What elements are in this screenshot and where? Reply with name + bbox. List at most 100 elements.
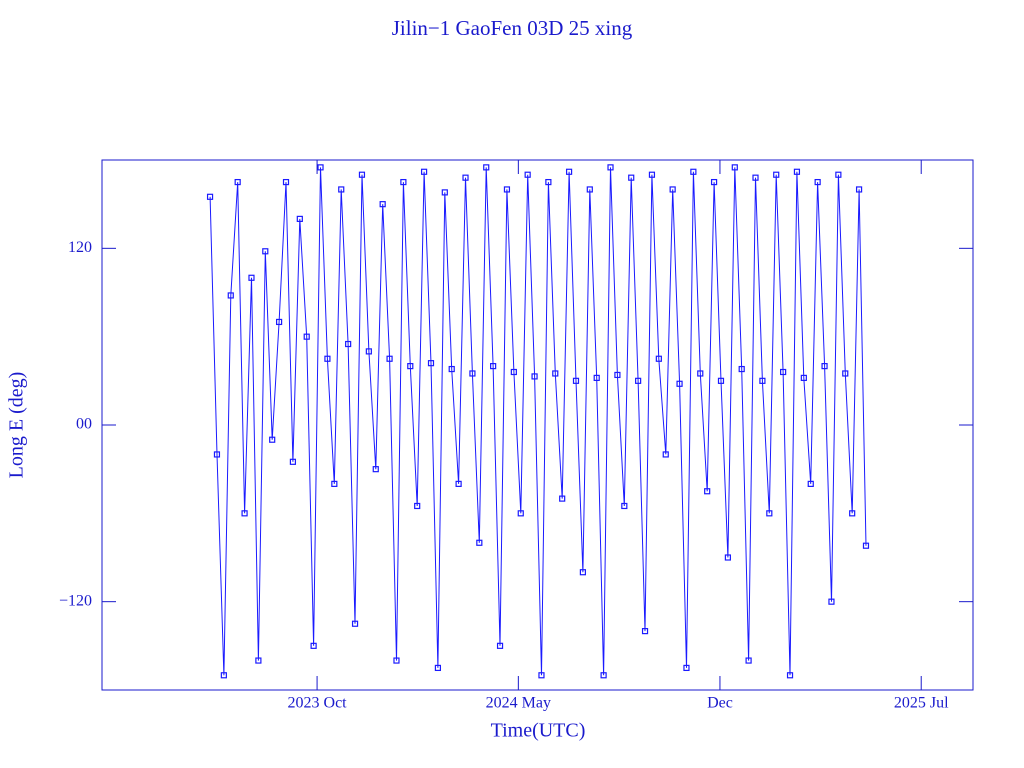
point-marker	[275, 318, 283, 326]
point-marker	[379, 201, 386, 208]
point-marker	[255, 657, 262, 664]
point-marker	[220, 672, 227, 679]
point-marker	[427, 360, 435, 367]
y-tick-label: 120	[68, 239, 92, 256]
point-marker	[814, 178, 821, 186]
point-marker	[835, 171, 842, 178]
point-marker	[538, 672, 545, 679]
point-marker	[821, 363, 828, 370]
point-marker	[358, 171, 366, 178]
point-marker	[310, 642, 317, 649]
point-marker	[289, 458, 297, 465]
point-marker	[731, 164, 738, 171]
point-marker	[704, 488, 711, 495]
point-marker	[614, 371, 621, 379]
point-marker	[317, 164, 324, 171]
y-axis-label: Long E (deg)	[6, 372, 28, 479]
point-marker	[621, 502, 628, 510]
point-marker	[241, 510, 248, 517]
chart-title: Jilin−1 GaoFen 03D 25 xing	[392, 16, 633, 40]
point-marker	[462, 174, 469, 181]
point-marker	[234, 178, 241, 186]
point-marker	[296, 215, 303, 222]
point-marker	[517, 510, 524, 517]
point-marker	[386, 355, 393, 362]
y-tick-label: 00	[76, 416, 92, 433]
point-marker	[855, 186, 863, 193]
point-marker	[745, 657, 752, 664]
plot-frame	[101, 159, 974, 691]
point-marker	[669, 186, 676, 193]
point-marker	[303, 333, 310, 340]
point-marker	[773, 171, 780, 178]
point-marker	[849, 510, 856, 517]
point-marker	[752, 174, 759, 181]
point-marker	[531, 373, 538, 380]
point-marker	[414, 502, 421, 510]
point-marker	[600, 672, 607, 679]
point-marker	[862, 542, 870, 549]
point-marker	[331, 480, 338, 487]
point-marker	[393, 657, 400, 664]
x-tick-label: 2024 May	[486, 695, 551, 712]
point-marker	[724, 554, 731, 561]
point-marker	[338, 186, 345, 193]
point-marker	[828, 598, 835, 605]
point-marker	[455, 480, 462, 487]
point-marker	[641, 628, 649, 635]
x-tick-label: 2023 Oct	[288, 695, 348, 712]
point-marker	[206, 193, 214, 200]
point-marker	[710, 178, 718, 186]
point-marker	[407, 363, 414, 370]
point-marker	[800, 374, 807, 381]
point-marker	[496, 642, 504, 649]
y-tick-label: −120	[59, 592, 92, 609]
point-marker	[269, 436, 276, 443]
point-marker	[738, 365, 745, 373]
point-marker	[780, 368, 787, 376]
point-marker	[793, 168, 801, 175]
point-marker	[559, 495, 566, 502]
point-marker	[635, 377, 642, 384]
point-marker	[524, 171, 531, 178]
point-marker	[717, 377, 725, 384]
point-marker	[593, 374, 600, 381]
point-marker	[759, 377, 766, 384]
point-marker	[572, 377, 580, 384]
point-marker	[282, 178, 290, 186]
point-marker	[262, 248, 269, 255]
x-tick-label: 2025 Jul	[894, 695, 949, 712]
point-marker	[676, 380, 683, 387]
point-marker	[248, 274, 255, 281]
point-marker	[476, 539, 483, 546]
point-marker	[766, 510, 773, 517]
point-marker	[469, 370, 476, 377]
point-marker	[607, 164, 614, 171]
point-marker	[400, 178, 407, 186]
point-marker	[628, 174, 635, 181]
point-marker	[697, 370, 704, 377]
point-marker	[690, 168, 697, 175]
point-marker	[441, 189, 448, 196]
point-marker	[510, 368, 517, 376]
point-marker	[786, 672, 794, 679]
point-marker	[648, 171, 656, 178]
point-marker	[213, 451, 221, 458]
point-marker	[434, 664, 442, 672]
point-marker	[683, 664, 690, 672]
point-marker	[552, 370, 559, 377]
point-marker	[842, 370, 849, 377]
point-marker	[345, 340, 352, 348]
point-marker	[662, 451, 669, 458]
point-marker	[227, 292, 234, 299]
point-marker	[503, 186, 511, 193]
point-marker	[324, 355, 331, 362]
point-marker	[586, 186, 593, 193]
series-line	[209, 167, 867, 676]
point-marker	[655, 355, 662, 362]
x-tick-label: Dec	[707, 695, 733, 712]
point-marker	[490, 363, 497, 370]
x-axis-label: Time(UTC)	[491, 720, 586, 742]
point-marker	[351, 620, 359, 627]
